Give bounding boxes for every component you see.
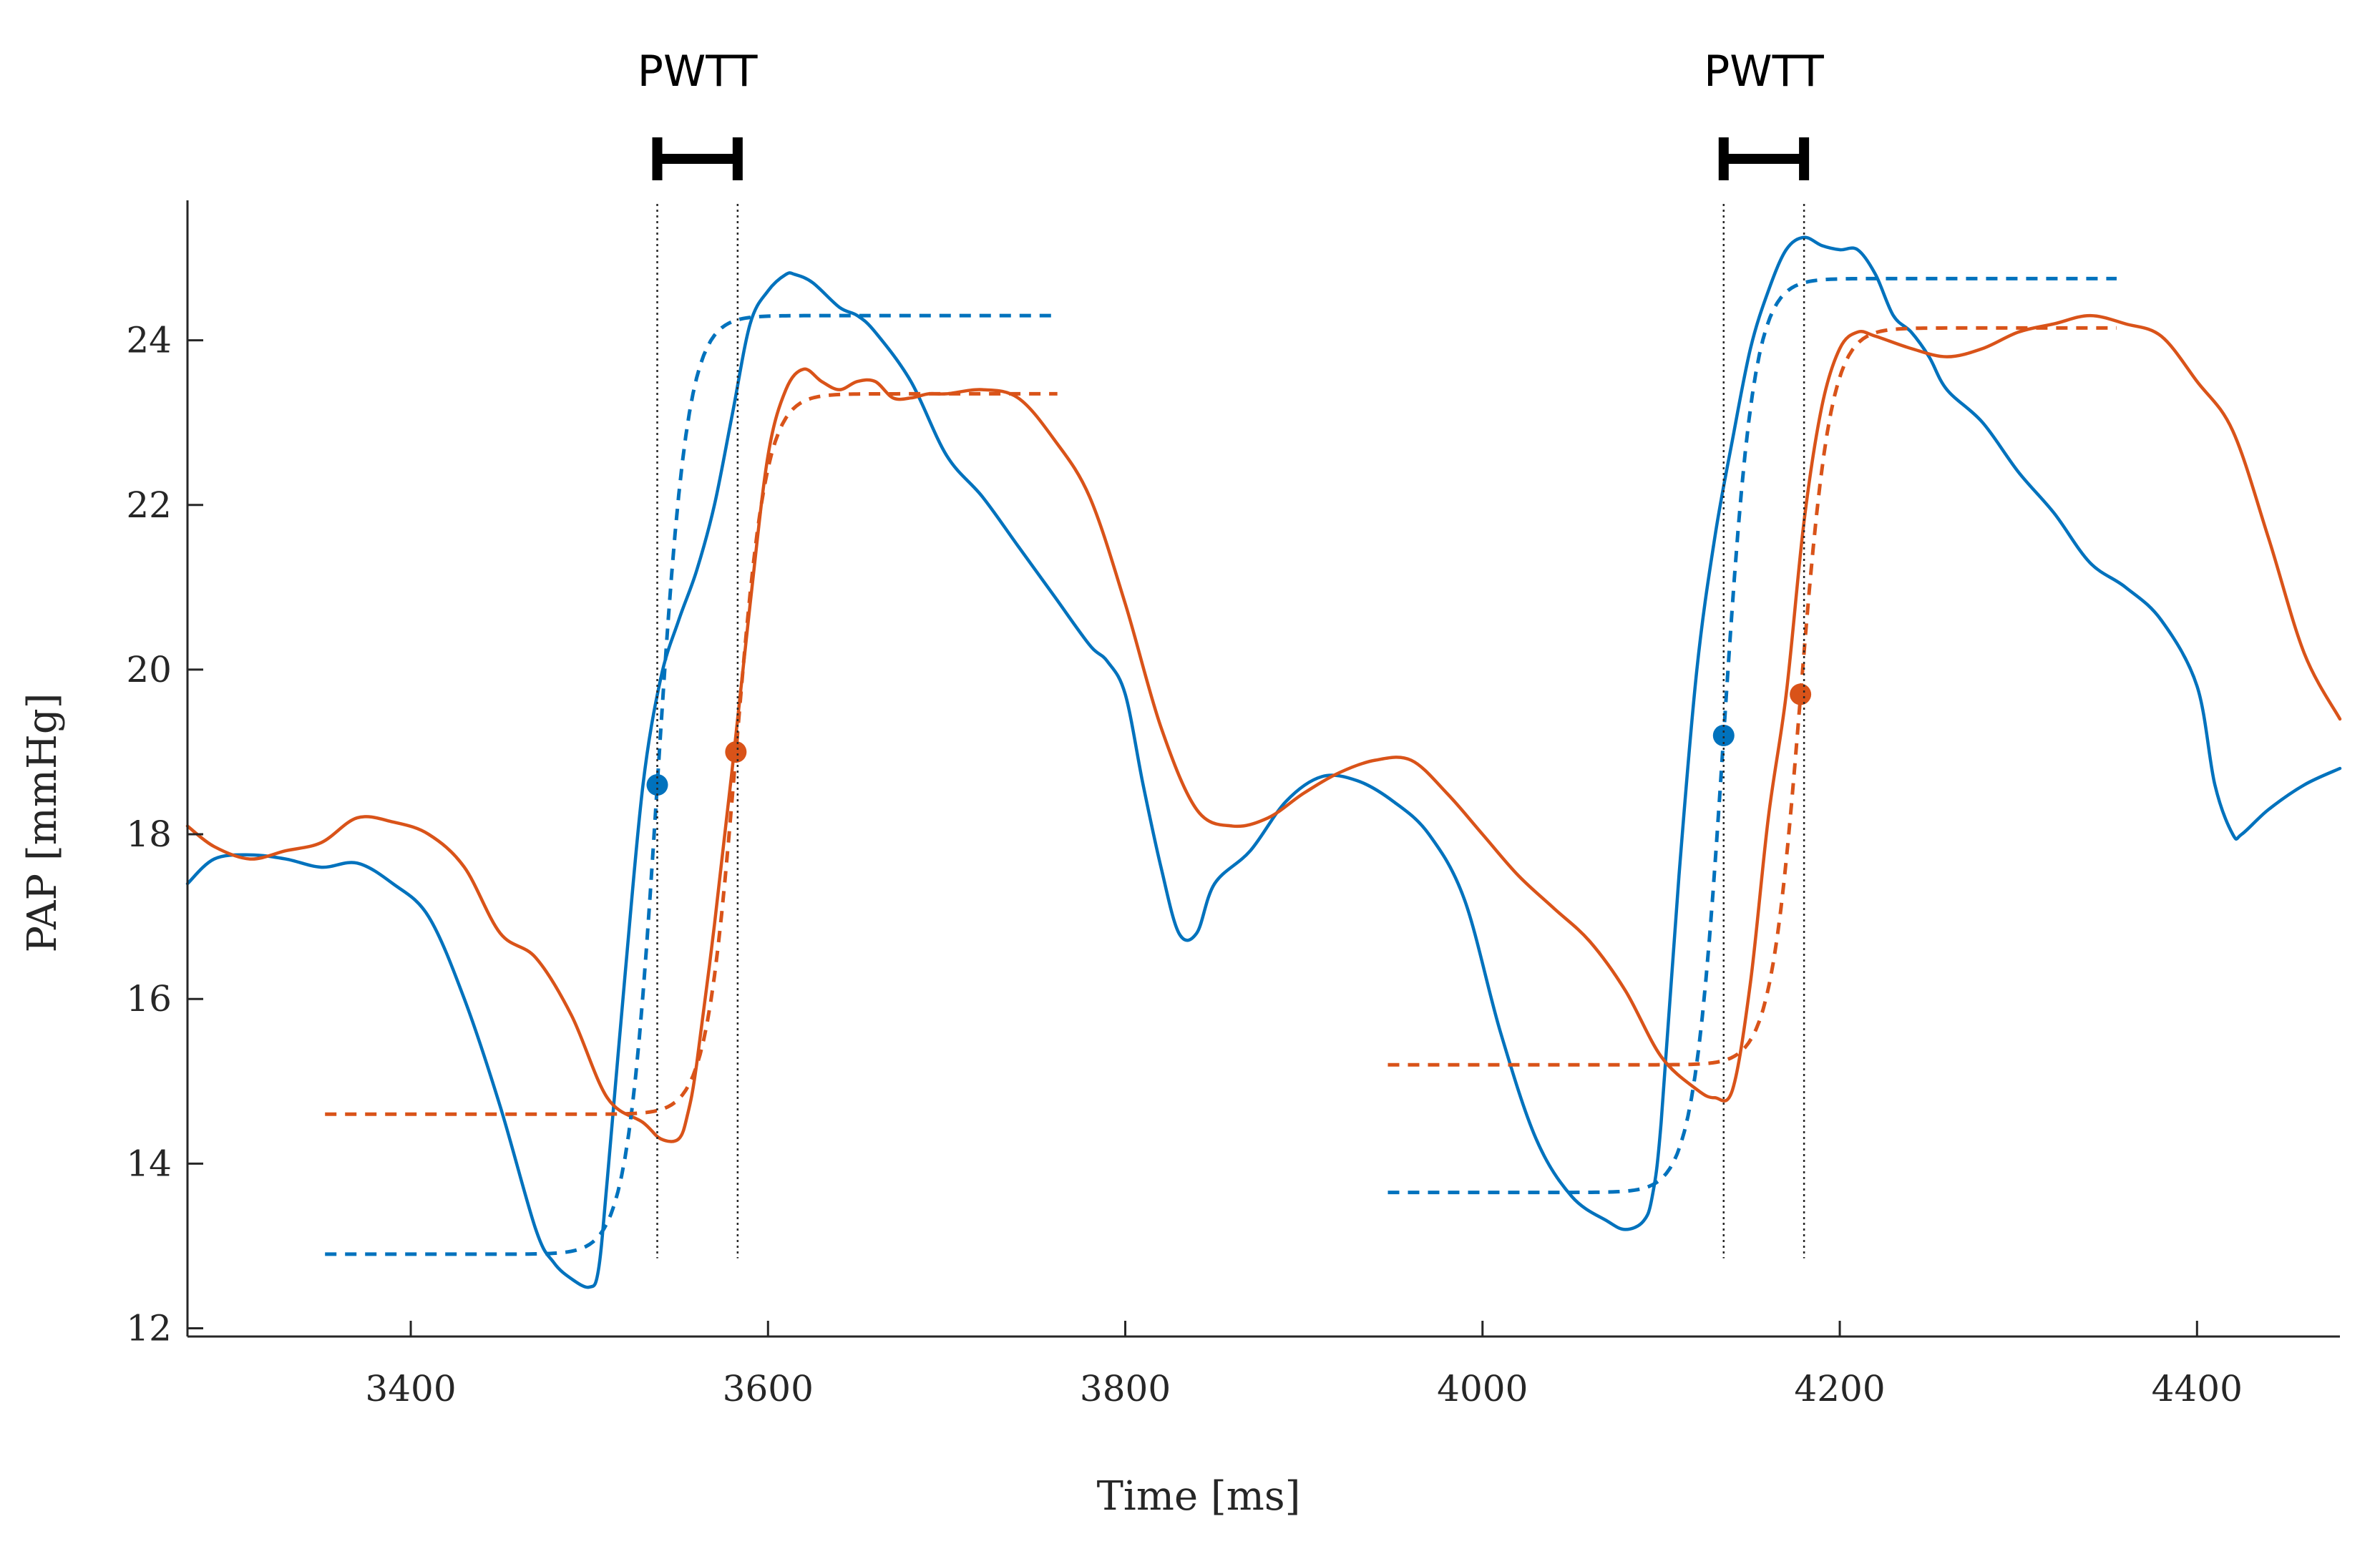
pwtt-label: PWTT [1704, 47, 1824, 97]
y-tick-label: 16 [126, 978, 172, 1020]
fit-curve [325, 313, 1058, 1256]
x-axis: 3400 3600 3800 4000 4200 4400 [187, 1321, 2340, 1409]
pwtt-bracket [1718, 137, 1810, 180]
series-line [185, 313, 2342, 1143]
onset-marker [646, 774, 668, 796]
y-tick-label: 20 [126, 649, 172, 690]
y-axis-title: PAP [mmHg] [19, 693, 66, 952]
y-axis: 12 14 16 18 20 22 24 [126, 200, 203, 1349]
x-tick-label: 3600 [723, 1368, 814, 1409]
plot-area [185, 235, 2342, 1289]
x-tick-label: 4000 [1437, 1368, 1528, 1409]
x-tick-label: 4200 [1794, 1368, 1885, 1409]
x-tick-label: 3800 [1080, 1368, 1171, 1409]
pwtt-bracket [652, 137, 743, 180]
y-tick-label: 12 [126, 1307, 172, 1349]
x-axis-title: Time [ms] [1097, 1473, 1301, 1520]
y-tick-label: 22 [126, 484, 172, 526]
fit-curve [1387, 276, 2117, 1195]
fit-curve [325, 391, 1058, 1116]
x-tick-label: 4400 [2152, 1368, 2243, 1409]
fit-curve [1387, 326, 2117, 1067]
y-tick-label: 24 [126, 320, 172, 361]
y-tick-label: 14 [126, 1143, 172, 1184]
pwtt-annotations: PWTT PWTT [638, 47, 1824, 1259]
x-tick-label: 3400 [365, 1368, 456, 1409]
pwtt-label: PWTT [638, 47, 758, 97]
y-tick-label: 18 [126, 813, 172, 855]
series-line [185, 235, 2342, 1289]
